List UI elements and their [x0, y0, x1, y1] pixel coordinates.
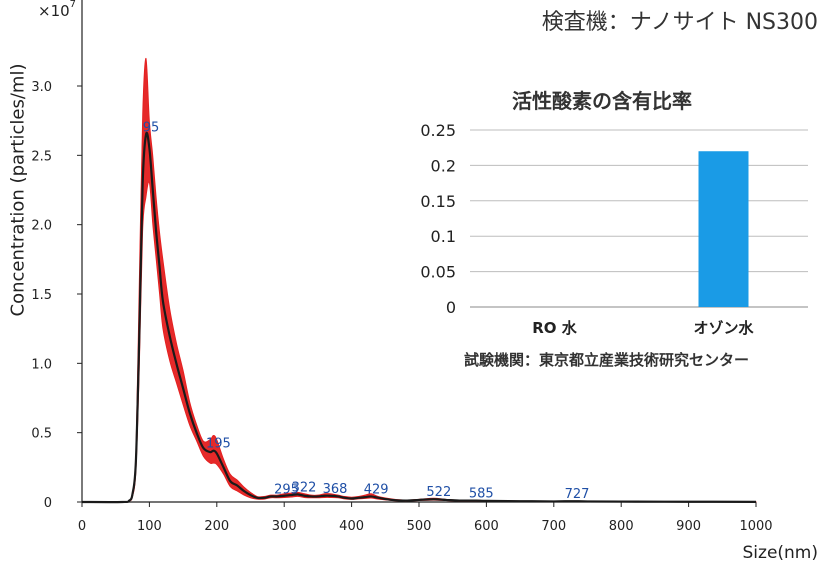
inset-bar — [698, 151, 749, 307]
peak-label: 727 — [565, 487, 590, 502]
y-tick-label: 1.5 — [31, 288, 52, 303]
peak-label: 295 — [274, 482, 299, 497]
main-chart-series — [81, 57, 757, 504]
instrument-title: 検査機：ナノサイト NS300 — [541, 10, 818, 35]
x-tick-label: 0 — [78, 519, 86, 534]
x-tick-label: 800 — [609, 519, 634, 534]
main-chart-axes: 0 100 200 300 400 500 600 700 800 900 1000 0 0.5 1.0 1… — [31, 0, 773, 534]
x-tick-label: 1000 — [739, 519, 772, 534]
y-tick-label: 0.5 — [31, 427, 52, 442]
inset-title: 活性酸素の含有比率 — [512, 89, 692, 113]
x-tick-label: 300 — [272, 519, 297, 534]
inset-y-tick-label: 0.25 — [420, 121, 456, 140]
inset-y-tick-label: 0.2 — [431, 156, 456, 175]
inset-y-tick-label: 0.15 — [420, 192, 456, 211]
peak-label: 368 — [323, 482, 348, 497]
inset-category-label: RO 水 — [532, 319, 578, 337]
peak-label: 322 — [292, 480, 317, 495]
inset-y-tick-label: 0.05 — [420, 263, 456, 282]
y-tick-label: 2.0 — [31, 219, 52, 234]
x-tick-label: 400 — [339, 519, 364, 534]
inset-category-label: オゾン水 — [693, 319, 754, 337]
y-tick-label: 0 — [44, 496, 52, 511]
y-tick-label: 3.0 — [31, 80, 52, 95]
y-tick-label: 2.5 — [31, 149, 52, 164]
peak-label: 585 — [469, 487, 494, 502]
x-tick-label: 100 — [137, 519, 162, 534]
y-tick-label: 1.0 — [31, 357, 52, 372]
x-axis-label: Size(nm) — [742, 543, 819, 563]
x-tick-label: 900 — [676, 519, 701, 534]
x-tick-label: 600 — [474, 519, 499, 534]
inset-y-tick-label: 0 — [446, 298, 456, 317]
inset-bar-chart: 0 0.05 0.1 0.15 0.2 0.25 RO 水 オゾン水 — [420, 121, 808, 337]
y-multiplier: ×107 — [38, 0, 77, 20]
error-band — [81, 57, 757, 503]
peak-label: 522 — [426, 485, 451, 500]
x-tick-label: 200 — [204, 519, 229, 534]
x-tick-label: 700 — [541, 519, 566, 534]
peak-label: 429 — [364, 482, 389, 497]
y-axis-label: Concentration (particles/ml) — [7, 63, 29, 317]
mean-line — [81, 131, 757, 504]
inset-y-tick-label: 0.1 — [431, 227, 456, 246]
x-tick-label: 500 — [407, 519, 432, 534]
peak-label: 95 — [143, 121, 160, 136]
peak-label: 195 — [206, 437, 231, 452]
inset-source-note: 試験機関：東京都立産業技術研究センター — [464, 351, 750, 369]
